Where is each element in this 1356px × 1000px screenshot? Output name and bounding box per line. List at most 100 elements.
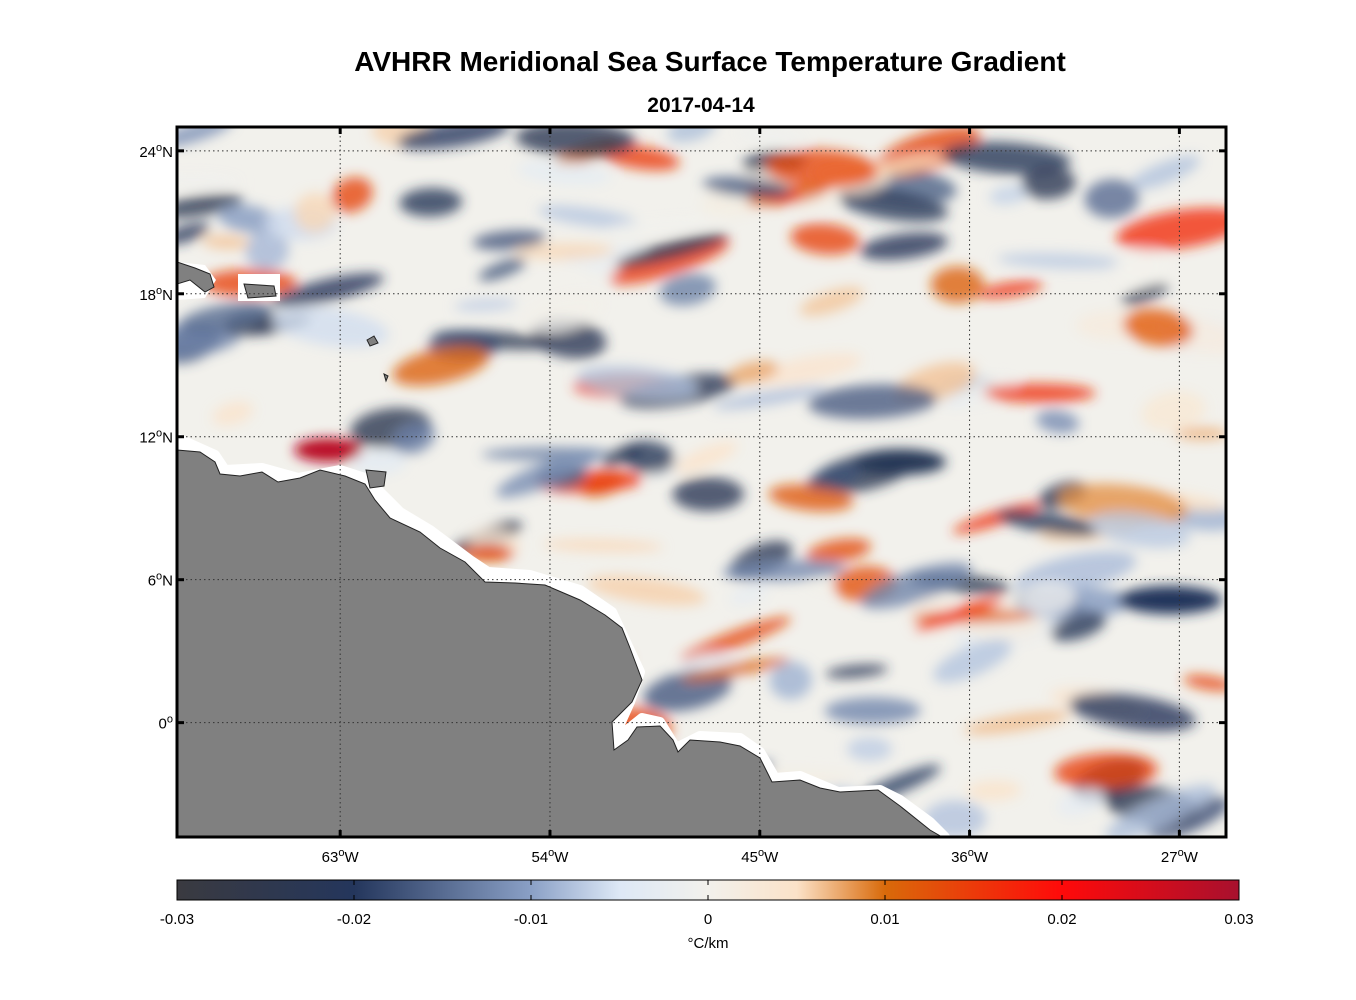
gradient-patch xyxy=(177,194,243,219)
gradient-patch xyxy=(825,664,888,679)
gradient-patch xyxy=(847,737,892,761)
gradient-patch xyxy=(1036,410,1080,434)
gradient-patch xyxy=(722,559,846,582)
colorbar-tick-label: 0.03 xyxy=(1224,911,1253,928)
gradient-patch xyxy=(682,657,790,682)
gradient-patch xyxy=(1054,752,1158,790)
gradient-patch xyxy=(271,306,389,348)
gradient-patch xyxy=(756,353,862,386)
gradient-patch xyxy=(1141,391,1206,432)
lat-tick-label: 18oN xyxy=(139,285,173,304)
gradient-patch xyxy=(576,365,699,400)
gradient-patch xyxy=(1105,784,1217,837)
south-america-land xyxy=(177,449,943,837)
gradient-patch xyxy=(1057,788,1105,816)
gradient-patch xyxy=(930,266,985,304)
colorbar-tick-label: 0.02 xyxy=(1047,911,1076,928)
lon-tick-label: 27oW xyxy=(1161,847,1199,866)
gradient-patch xyxy=(1116,207,1226,251)
gradient-patch xyxy=(764,149,879,189)
warm-anomaly-patch xyxy=(294,438,362,462)
gradient-patch xyxy=(790,223,860,255)
gradient-patch xyxy=(1175,427,1226,441)
gradient-patch xyxy=(212,401,253,426)
gradient-patch xyxy=(966,780,1022,801)
gradient-patch xyxy=(989,185,1029,205)
warm-anomaly-patch xyxy=(462,545,514,561)
chart-title: AVHRR Meridional Sea Surface Temperature… xyxy=(354,46,1066,77)
gradient-patch xyxy=(1128,155,1200,190)
barbados-land xyxy=(383,373,389,383)
gradient-patch xyxy=(177,127,234,148)
gradient-patch xyxy=(1069,693,1196,732)
gradient-patch xyxy=(643,669,732,712)
gradient-patch xyxy=(1058,483,1188,526)
hispaniola-land xyxy=(177,261,215,293)
colorbar-tick-label: -0.01 xyxy=(514,911,548,928)
gradient-patch xyxy=(294,192,336,233)
gridlines xyxy=(177,127,1226,837)
cold-anomaly-patch xyxy=(1118,586,1222,614)
longitude-labels: 63oW 54oW 45oW 36oW 27oW xyxy=(322,847,1199,866)
gradient-patch xyxy=(996,509,1101,536)
gradient-patch xyxy=(271,273,384,308)
lon-tick-label: 45oW xyxy=(741,847,779,866)
gradient-patch xyxy=(496,449,601,498)
lon-tick-label: 36oW xyxy=(951,847,989,866)
gradient-patch xyxy=(1021,167,1076,200)
gradient-patch xyxy=(542,538,663,553)
gradient-patch xyxy=(606,215,728,233)
land-masses xyxy=(177,261,950,837)
gradient-patch xyxy=(472,230,547,251)
gradient-patch xyxy=(702,176,791,198)
gradient-patch xyxy=(942,141,1071,175)
gradient-patch xyxy=(859,232,948,261)
gradient-patch xyxy=(1112,248,1169,288)
colorbar-tick-label: -0.03 xyxy=(160,911,194,928)
gradient-patch xyxy=(514,243,615,260)
lat-tick-label: 24oN xyxy=(139,142,173,161)
gradient-patch xyxy=(622,440,675,474)
plot-frame xyxy=(175,125,1228,839)
colorbar-tick-label: -0.02 xyxy=(337,911,371,928)
gradient-patch xyxy=(997,252,1126,270)
gradient-patch xyxy=(1123,308,1194,347)
gradient-patch xyxy=(399,187,463,217)
gradient-patch xyxy=(914,597,1004,631)
gradient-patch xyxy=(735,127,805,147)
gradient-patch xyxy=(1089,512,1191,548)
gradient-patch xyxy=(659,273,716,306)
lon-tick-label: 54oW xyxy=(531,847,569,866)
gradient-patch xyxy=(179,302,271,333)
gradient-patch xyxy=(1183,674,1226,691)
colorbar-ticks: -0.03 -0.02 -0.01 0 0.01 0.02 0.03 xyxy=(160,880,1254,928)
gradient-patch xyxy=(824,697,921,725)
colorbar: -0.03 -0.02 -0.01 0 0.01 0.02 0.03 °C/km xyxy=(160,879,1254,952)
island-land xyxy=(365,469,387,489)
gradient-patch xyxy=(217,204,278,233)
gradient-patch xyxy=(667,127,716,143)
gradient-patch xyxy=(674,441,738,474)
gradient-patch xyxy=(397,127,510,150)
gradient-patch xyxy=(983,383,1096,403)
lat-tick-label: 6oN xyxy=(148,571,173,590)
cold-anomaly-patch xyxy=(854,449,946,475)
chart-subtitle: 2017-04-14 xyxy=(647,94,755,117)
gradient-patch xyxy=(478,258,527,281)
gradient-patch xyxy=(729,583,769,606)
lat-tick-label: 0o xyxy=(159,714,173,733)
gradient-patch xyxy=(202,235,250,250)
lon-tick-label: 63oW xyxy=(322,847,360,866)
guadeloupe-land xyxy=(366,335,379,347)
gradient-patch xyxy=(977,280,1043,299)
gradient-patch xyxy=(392,345,490,386)
gradient-patch xyxy=(454,298,517,312)
gradient-patch xyxy=(808,384,938,419)
gradient-patch xyxy=(1084,179,1139,219)
gradient-patch xyxy=(769,661,812,700)
gradient-patch xyxy=(1019,581,1077,615)
latitude-labels: 24oN 18oN 12oN 6oN 0o xyxy=(139,142,173,733)
gradient-patch xyxy=(517,160,612,186)
gradient-patch xyxy=(391,422,436,455)
gradient-patch xyxy=(351,448,407,476)
